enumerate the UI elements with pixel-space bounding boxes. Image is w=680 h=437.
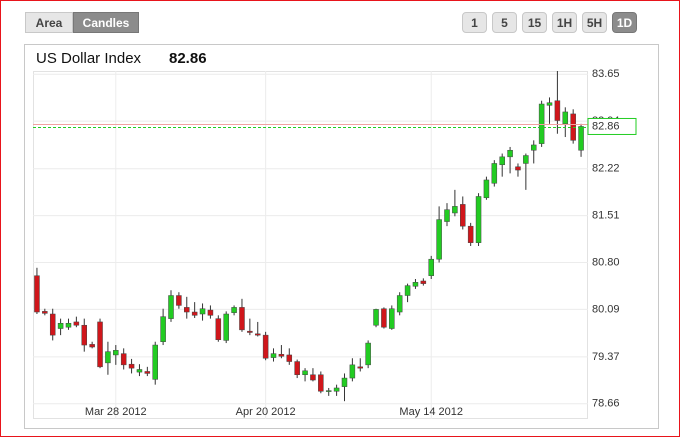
candle-body: [373, 309, 379, 326]
y-tick-label: 80.80: [592, 256, 620, 268]
y-tick-label: 79.37: [592, 351, 620, 363]
candle-body: [381, 308, 387, 328]
candle-body: [554, 100, 561, 121]
last-value: 82.86: [169, 50, 207, 67]
candle-body: [270, 353, 277, 358]
x-tick-label: May 14 2012: [399, 406, 463, 418]
candle-body: [404, 285, 411, 296]
candle-body: [239, 307, 245, 331]
plot-frame: [33, 71, 588, 419]
candle-body: [199, 308, 206, 315]
candle-body: [341, 377, 348, 387]
candle-body: [515, 166, 521, 171]
candle-body: [452, 206, 458, 214]
y-tick-label: 80.09: [592, 303, 620, 315]
candle-body: [168, 295, 174, 319]
candle-body: [318, 374, 324, 392]
candle-body: [184, 307, 190, 313]
candle-body: [365, 342, 371, 366]
candle-body: [389, 308, 395, 329]
candle-body: [412, 282, 419, 287]
candle-body: [530, 144, 537, 151]
interval-button[interactable]: 1: [462, 12, 487, 33]
interval-button[interactable]: 1H: [552, 12, 577, 33]
candle-body: [207, 309, 214, 316]
candle-body: [223, 313, 229, 341]
candle-body: [120, 353, 127, 366]
interval-button[interactable]: 1D: [612, 12, 637, 33]
candle-body: [396, 295, 403, 313]
candle-body: [444, 209, 450, 222]
interval-button[interactable]: 15: [522, 12, 547, 33]
candle-body: [302, 370, 308, 376]
candle-body: [73, 321, 80, 326]
candle-body: [491, 163, 498, 184]
candle-body: [460, 204, 466, 227]
chart-type-button[interactable]: Area: [25, 12, 73, 33]
candle-body: [176, 295, 182, 306]
candle-body: [507, 149, 513, 158]
candle-body: [144, 371, 151, 374]
candle-body: [578, 126, 584, 151]
last-value-box: [587, 117, 637, 135]
candle-body: [57, 323, 64, 329]
candle-body: [467, 225, 474, 243]
candle-body: [357, 366, 364, 369]
last-value-label: 82.86: [592, 120, 620, 132]
y-tick-label: 82.22: [592, 163, 620, 175]
candle-body: [191, 311, 198, 316]
candle-body: [333, 387, 340, 392]
candle-body: [81, 324, 88, 346]
candle-body: [310, 374, 316, 381]
y-tick-label: 83.65: [592, 68, 620, 80]
candle-body: [420, 280, 427, 284]
candle-body: [262, 334, 269, 359]
candle-body: [42, 311, 48, 314]
interval-button[interactable]: 5: [492, 12, 517, 33]
y-tick-label: 81.51: [592, 210, 620, 222]
candle-body: [136, 369, 143, 373]
candle-body: [34, 275, 40, 313]
candle-body: [89, 344, 95, 348]
candle-body: [128, 363, 135, 369]
candle-body: [546, 102, 553, 106]
candle-body: [428, 258, 434, 276]
chart-frame: [24, 44, 659, 429]
candle-body: [349, 364, 356, 379]
candle-body: [247, 330, 253, 333]
x-tick-label: Mar 28 2012: [85, 406, 147, 418]
candle-body: [499, 156, 505, 166]
candle-body: [215, 318, 222, 341]
candle-body: [436, 219, 442, 260]
candle-body: [523, 155, 529, 164]
candle-body: [286, 354, 293, 362]
chart-title: US Dollar Index: [36, 50, 142, 67]
x-tick-label: Apr 20 2012: [236, 406, 296, 418]
candle-body: [105, 351, 111, 364]
candle-body: [562, 111, 569, 125]
candle-body: [325, 390, 332, 392]
candle-body: [49, 313, 56, 336]
y-tick-label: 78.66: [592, 398, 620, 410]
candle-body: [538, 103, 545, 144]
candle-body: [65, 323, 72, 328]
candle-body: [97, 321, 103, 368]
candle-body: [254, 333, 261, 336]
candle-body: [475, 196, 482, 243]
interval-button[interactable]: 5H: [582, 12, 607, 33]
candle-body: [152, 344, 158, 380]
candle-body: [231, 307, 237, 313]
chart-type-button[interactable]: Candles: [73, 12, 139, 33]
candle-body: [278, 354, 285, 357]
candle-body: [113, 350, 119, 356]
candle-body: [160, 316, 166, 342]
candle-body: [294, 361, 300, 376]
candle-body: [483, 179, 490, 199]
